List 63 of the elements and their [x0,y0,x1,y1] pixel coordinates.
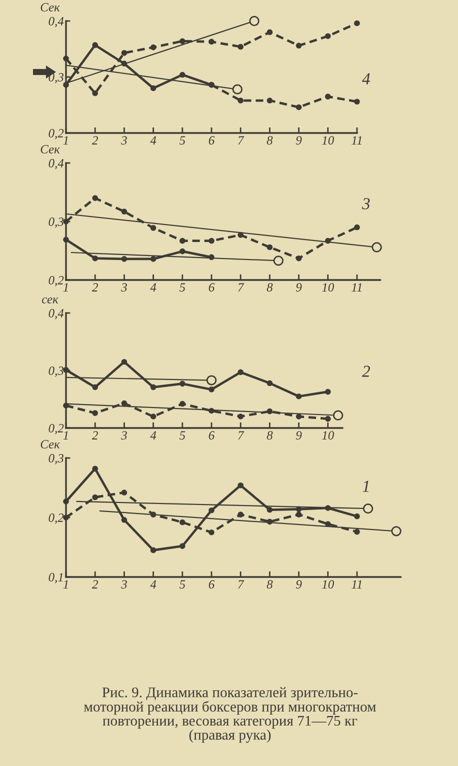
x-tick-label: 9 [296,283,302,292]
x-tick-label: 2 [92,580,98,588]
x-tick-label: 10 [322,283,334,292]
x-tick-label: 11 [352,136,362,144]
y-tick-label: 0,2 [48,276,64,286]
y-tick-label: 0,2 [48,514,64,524]
x-tick-label: 7 [238,431,244,440]
x-tick-label: 7 [238,136,244,144]
x-tick-label: 1 [63,136,68,144]
x-tick-label: 1 [63,283,68,292]
x-tick-label: 8 [266,283,273,292]
y-tick-label: 0,3 [48,218,64,228]
x-tick-label: 4 [150,283,156,292]
x-tick-label: 8 [266,580,273,589]
x-tick-label: 8 [266,136,273,145]
x-tick-label: 4 [150,431,156,440]
y-axis-title: сек [42,297,58,304]
text: 4 [362,73,370,84]
x-tick-label: 6 [208,283,215,292]
y-tick-label: 0,2 [48,424,64,434]
x-tick-label: 9 [296,580,302,589]
x-tick-label: 9 [296,431,302,440]
y-tick-label: 0,3 [48,454,64,464]
x-tick-label: 9 [296,136,302,145]
x-tick-label: 1 [63,431,68,440]
x-tick-label: 7 [238,283,244,292]
x-tick-label: 2 [92,431,98,440]
y-tick-label: 0,1 [48,573,63,584]
x-tick-label: 2 [92,136,98,144]
x-tick-label: 2 [92,283,98,292]
x-tick-label: 4 [150,136,156,144]
x-tick-label: 4 [150,580,156,588]
x-tick-label: 11 [352,283,362,292]
text: 2 [362,366,370,377]
y-tick-label: 0,4 [48,159,64,170]
annotation: 3 [362,198,370,210]
x-tick-label: 11 [352,580,362,588]
y-tick-label: 0,4 [48,17,64,28]
x-tick-label: 10 [322,431,334,440]
y-axis-title: Сек [40,3,60,12]
x-tick-label: 6 [208,431,215,440]
text: Рис. 9. Динамика показателей зрительно- моторной реакции боксеров при многократном повторении, весовая категория 71—75 кг (правая рука) [84,687,376,743]
x-tick-label: 3 [121,580,127,589]
y-axis-title: Сек [40,145,60,154]
y-tick-label: 0,4 [48,309,64,320]
x-tick-label: 3 [121,136,127,145]
annotation: 1 [362,480,369,492]
x-tick-label: 5 [179,283,186,292]
x-tick-label: 3 [121,431,127,440]
x-tick-label: 1 [63,580,68,588]
x-tick-label: 10 [322,580,334,589]
x-tick-label: 6 [208,136,215,145]
y-tick-label: 0,2 [48,129,64,140]
x-tick-label: 7 [238,580,244,588]
y-tick-label: 0,3 [48,366,64,377]
x-tick-label: 10 [322,136,334,145]
x-tick-label: 5 [179,136,186,145]
x-tick-label: 8 [266,431,273,440]
x-tick-label: 6 [208,580,215,589]
y-axis-title: Сек [40,440,60,448]
x-tick-label: 3 [121,283,127,292]
x-tick-label: 5 [179,580,186,589]
x-tick-label: 5 [179,431,186,440]
